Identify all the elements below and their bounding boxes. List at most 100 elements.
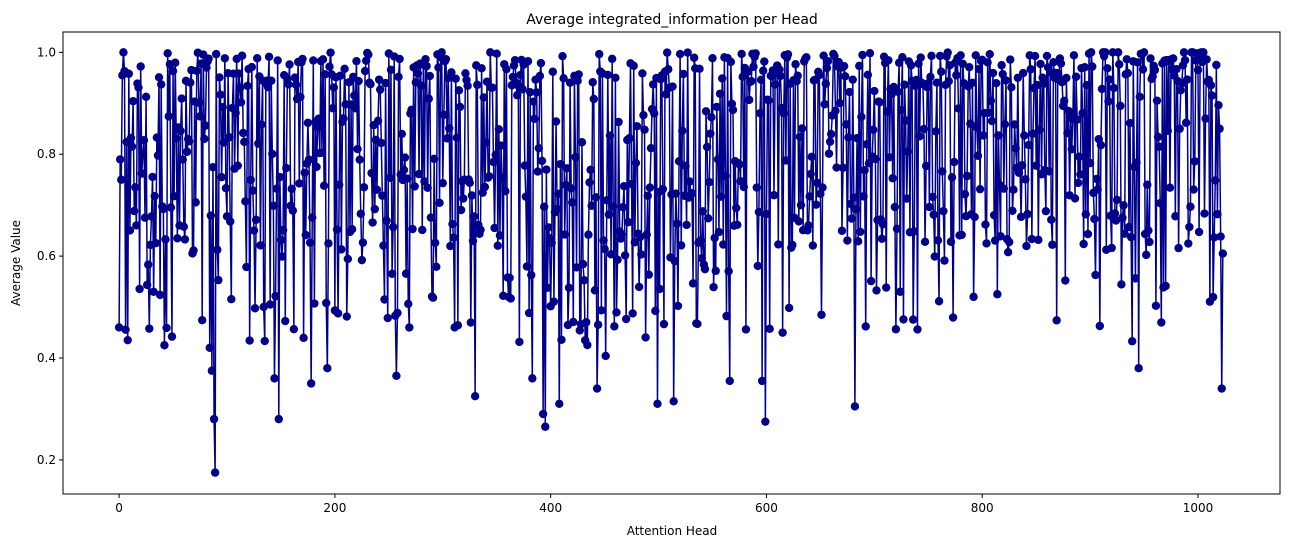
data-point	[1095, 321, 1105, 331]
data-point	[423, 183, 432, 192]
data-point	[808, 241, 818, 250]
data-point	[916, 53, 925, 62]
data-point	[973, 151, 983, 160]
data-point	[653, 399, 662, 409]
data-point	[141, 92, 151, 102]
data-point	[163, 49, 172, 58]
data-point	[442, 134, 452, 143]
data-point	[1011, 144, 1020, 153]
data-point	[600, 244, 609, 254]
data-point	[1010, 120, 1019, 129]
data-point	[441, 54, 451, 64]
data-point	[533, 167, 542, 176]
data-point	[898, 53, 907, 62]
data-point	[466, 318, 476, 327]
data-point	[1048, 240, 1057, 249]
data-point	[140, 213, 150, 222]
data-point	[835, 98, 845, 108]
data-point	[130, 206, 139, 216]
data-point	[802, 53, 811, 62]
data-point	[176, 126, 185, 136]
data-point	[1216, 232, 1225, 241]
data-point	[317, 148, 327, 157]
data-point	[491, 150, 500, 160]
data-point	[493, 241, 502, 250]
data-point	[842, 120, 851, 129]
y-axis-title: Average Value	[9, 220, 23, 306]
data-point	[518, 85, 527, 94]
data-point	[578, 259, 588, 269]
data-point	[749, 62, 758, 71]
data-point	[1207, 91, 1217, 100]
data-point	[705, 177, 714, 187]
data-point	[946, 237, 956, 246]
data-point	[1024, 140, 1033, 150]
data-point	[590, 286, 600, 295]
data-point	[601, 351, 610, 361]
data-point	[669, 397, 678, 406]
data-point	[516, 70, 525, 80]
data-point	[1175, 124, 1184, 133]
data-point	[1053, 68, 1062, 78]
data-point	[574, 70, 583, 79]
data-point	[314, 114, 323, 123]
data-point	[164, 112, 173, 121]
data-point	[404, 299, 413, 309]
data-point	[934, 297, 944, 306]
data-point	[997, 61, 1006, 70]
data-point	[383, 313, 392, 323]
data-point	[998, 69, 1007, 79]
data-point	[347, 225, 357, 234]
data-point	[929, 210, 938, 219]
data-point	[515, 337, 524, 347]
data-point	[865, 48, 875, 58]
data-point	[197, 315, 207, 325]
data-point	[900, 80, 909, 89]
data-point	[541, 422, 550, 431]
data-point	[693, 319, 702, 329]
data-point	[962, 171, 972, 181]
data-point	[351, 104, 360, 113]
data-point	[1060, 96, 1069, 106]
data-point	[1092, 174, 1101, 184]
data-point	[620, 251, 630, 260]
data-point	[490, 223, 499, 233]
data-point	[837, 226, 847, 235]
data-point	[624, 217, 633, 227]
data-point	[592, 384, 602, 393]
data-point	[696, 236, 705, 245]
data-point	[1123, 68, 1133, 78]
data-point	[1034, 235, 1043, 245]
data-point	[954, 104, 963, 113]
data-point	[888, 174, 897, 183]
data-point	[298, 54, 307, 64]
data-point	[1201, 114, 1210, 123]
data-point	[752, 183, 761, 192]
data-point	[638, 69, 647, 78]
data-point	[353, 144, 362, 154]
data-point	[1208, 292, 1218, 302]
data-point	[401, 269, 411, 278]
data-point	[903, 147, 912, 156]
data-point	[719, 240, 728, 249]
data-point	[884, 56, 893, 65]
data-point	[713, 155, 723, 164]
x-tick-label: 600	[755, 501, 778, 515]
data-point	[579, 276, 589, 285]
data-point	[593, 320, 603, 329]
data-point	[492, 49, 501, 58]
data-point	[1026, 65, 1035, 74]
data-point	[1209, 233, 1219, 242]
data-point	[154, 73, 164, 82]
data-point	[621, 314, 631, 324]
data-point	[275, 172, 285, 182]
data-point	[841, 72, 850, 81]
data-point	[1031, 161, 1041, 170]
data-point	[754, 207, 764, 217]
data-point	[453, 321, 463, 330]
data-point	[938, 167, 947, 176]
data-point	[1154, 142, 1164, 151]
data-point	[818, 183, 827, 192]
data-point	[447, 68, 456, 77]
data-point	[659, 319, 669, 329]
